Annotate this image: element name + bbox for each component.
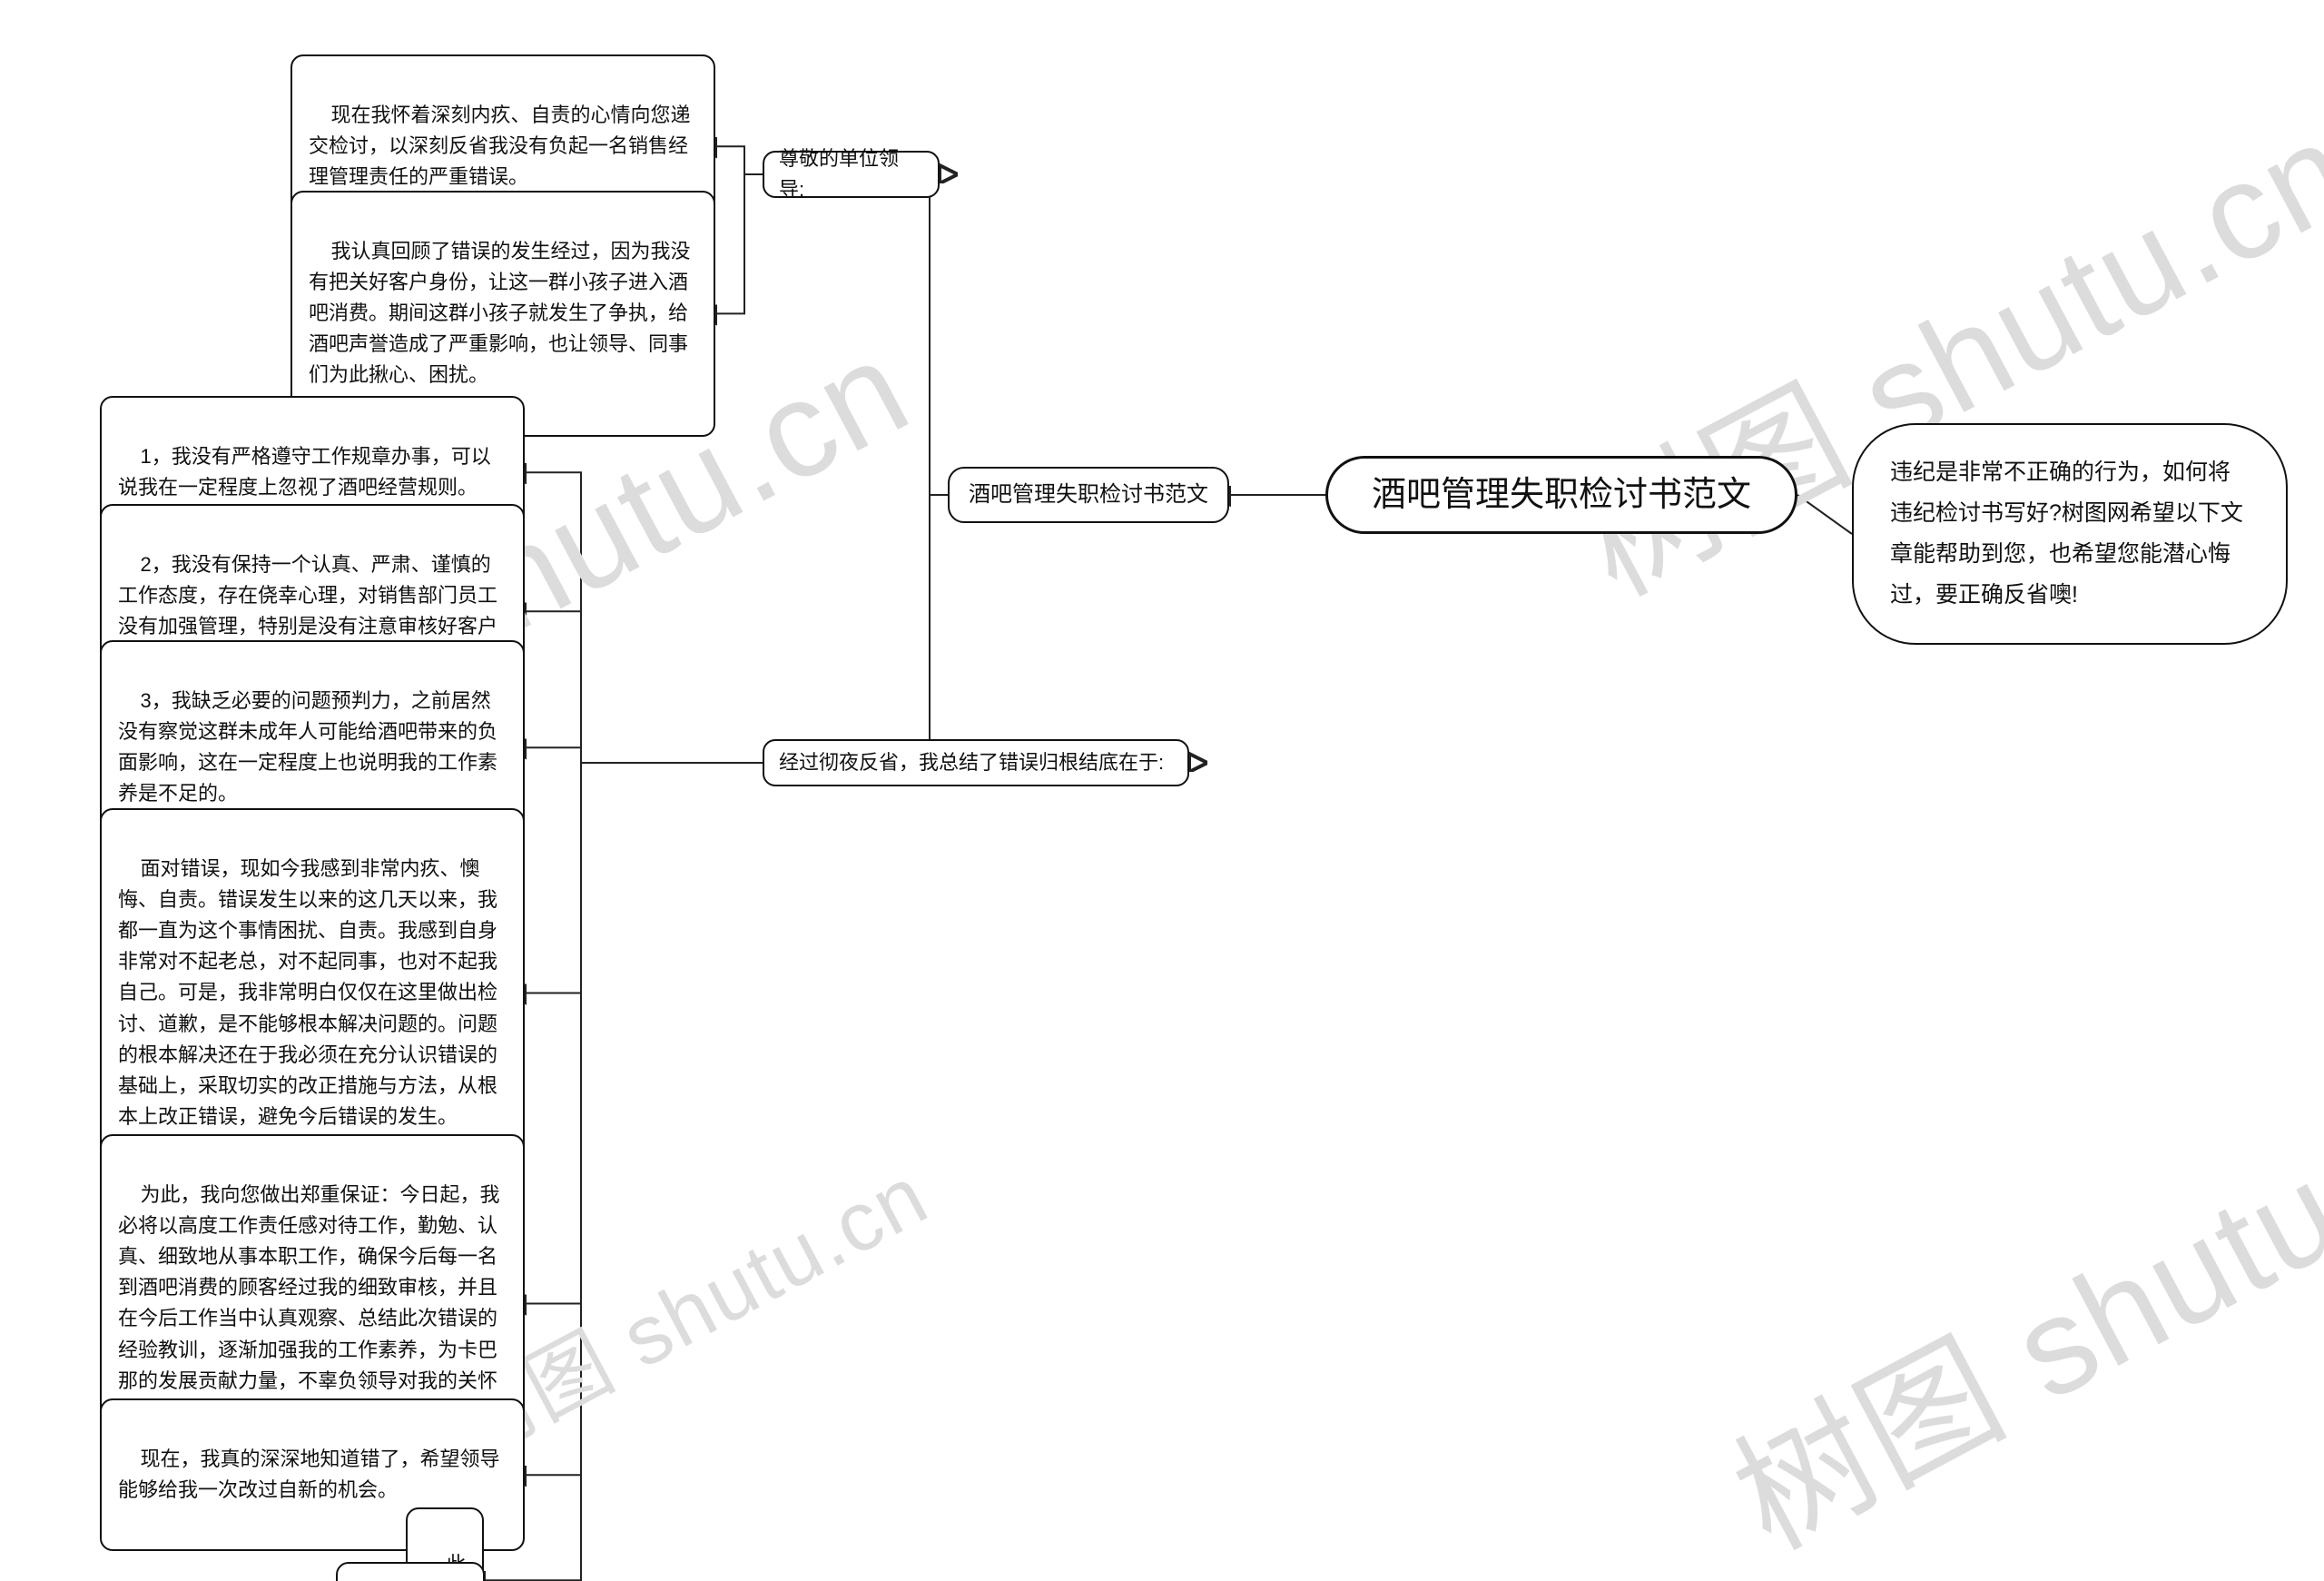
leaf-node: 检讨人：xxx bbox=[336, 1562, 485, 1581]
section2-title-text: 经过彻夜反省，我总结了错误归根结底在于: bbox=[779, 747, 1164, 778]
section1-title: 尊敬的单位领导: bbox=[763, 151, 940, 198]
leaf-node: 面对错误，现如今我感到非常内疚、懊悔、自责。错误发生以来的这几天以来，我都一直为… bbox=[100, 808, 525, 1178]
right-summary-text: 违纪是非常不正确的行为，如何将违纪检讨书写好?树图网希望以下文章能帮助到您，也希… bbox=[1890, 459, 2243, 608]
leaf-text: 为此，我向您做出郑重保证：今日起，我必将以高度工作责任感对待工作，勤勉、认真、细… bbox=[118, 1183, 499, 1423]
leaf-text: 1，我没有严格遵守工作规章办事，可以说我在一定程度上忽视了酒吧经营规则。 bbox=[118, 445, 491, 499]
sub-node-text: 酒吧管理失职检讨书范文 bbox=[969, 478, 1208, 511]
watermark: 树图 shutu.cn bbox=[1696, 1015, 2324, 1581]
leaf-text: 现在我怀着深刻内疚、自责的心情向您递交检讨，以深刻反省我没有负起一名销售经理管理… bbox=[309, 104, 690, 188]
right-summary-node: 违纪是非常不正确的行为，如何将违纪检讨书写好?树图网希望以下文章能帮助到您，也希… bbox=[1852, 423, 2288, 645]
root-node: 酒吧管理失职检讨书范文 bbox=[1325, 456, 1797, 534]
leaf-text: 现在，我真的深深地知道错了，希望领导能够给我一次改过自新的机会。 bbox=[118, 1448, 499, 1501]
leaf-text: 3，我缺乏必要的问题预判力，之前居然没有察觉这群未成年人可能给酒吧带来的负面影响… bbox=[118, 689, 497, 805]
leaf-text: 面对错误，现如今我感到非常内疚、懊悔、自责。错误发生以来的这几天以来，我都一直为… bbox=[118, 857, 497, 1128]
leaf-text: 我认真回顾了错误的发生经过，因为我没有把关好客户身份，让这一群小孩子进入酒吧消费… bbox=[309, 240, 690, 386]
root-text: 酒吧管理失职检讨书范文 bbox=[1372, 469, 1751, 521]
section2-title: 经过彻夜反省，我总结了错误归根结底在于: bbox=[763, 739, 1189, 786]
sub-node: 酒吧管理失职检讨书范文 bbox=[948, 467, 1229, 523]
section1-title-text: 尊敬的单位领导: bbox=[779, 143, 923, 205]
